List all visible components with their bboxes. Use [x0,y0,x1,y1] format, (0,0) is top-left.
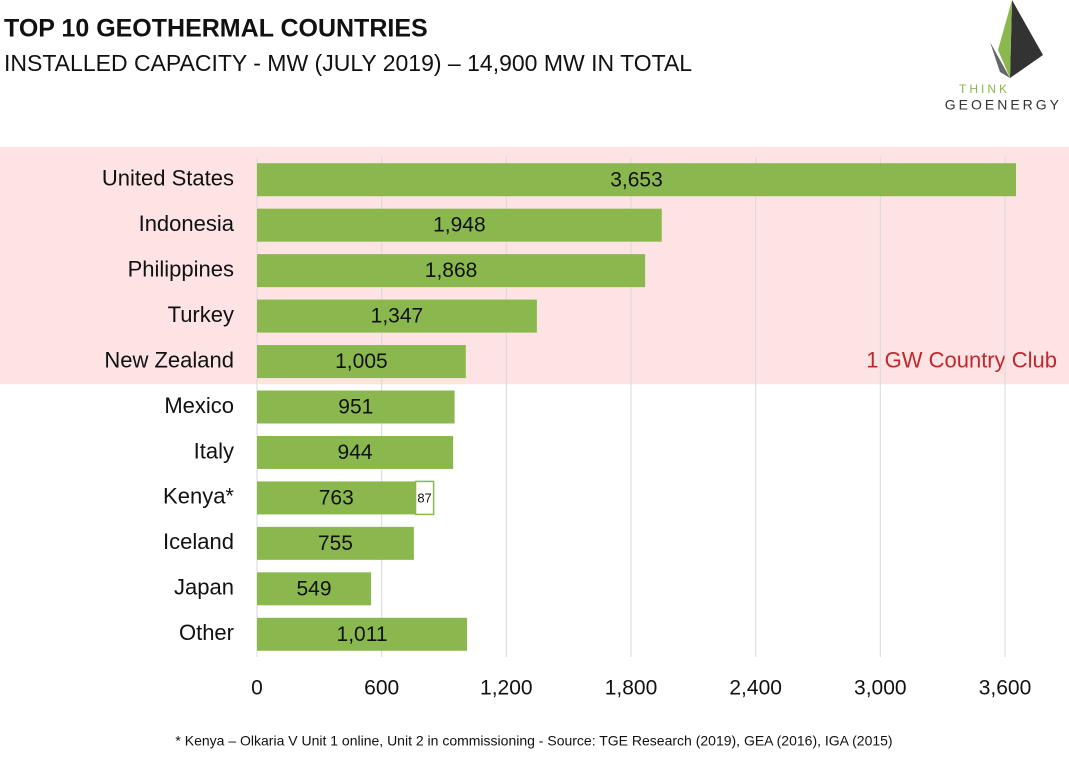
y-tick-label: Other [179,620,234,645]
data-label: 944 [338,441,373,464]
y-tick-label: Indonesia [139,211,235,236]
y-tick-label: Turkey [168,302,234,327]
data-label: 1,948 [433,214,486,237]
y-tick-label: Philippines [128,256,234,281]
annotation: 1 GW Country Club [866,347,1057,372]
y-tick-label: New Zealand [104,347,234,372]
logo-shape [1010,0,1043,78]
x-tick-label: 3,000 [854,677,907,700]
bar [257,617,468,651]
data-label: 1,347 [371,305,424,328]
chart-title: TOP 10 GEOTHERMAL COUNTRIES [4,15,428,43]
bar [257,254,646,288]
data-label: 763 [319,486,354,509]
bar [414,480,435,516]
bar [257,572,372,606]
logo [990,0,1043,78]
bar [257,208,662,242]
y-tick-label: Iceland [163,529,234,554]
x-tick-label: 1,200 [480,677,533,700]
data-label: 87 [417,490,431,505]
bar [257,345,466,379]
data-label: 951 [338,396,373,419]
footnote: * Kenya – Olkaria V Unit 1 online, Unit … [175,733,892,749]
y-tick-label: United States [102,166,234,191]
bar [257,435,454,469]
y-tick-label: Kenya* [163,484,234,509]
data-label: 3,653 [610,168,663,191]
logo-shape [998,0,1012,78]
data-label: 549 [297,577,332,600]
bar [257,526,414,560]
data-label: 755 [318,532,353,555]
logo-text: THINK [959,82,1010,96]
chart-subtitle: INSTALLED CAPACITY - MW (JULY 2019) – 14… [4,50,692,76]
data-label: 1,005 [335,350,388,373]
x-tick-label: 3,600 [979,677,1032,700]
logo-text: GEOENERGY [945,97,1062,113]
bar [257,481,416,515]
x-tick-label: 1,800 [605,677,658,700]
logo-shape [990,42,1010,78]
data-label: 1,011 [337,623,388,646]
y-tick-label: Italy [194,438,234,463]
bar [257,390,455,424]
y-tick-label: Japan [174,575,234,600]
bar [257,163,1017,197]
x-tick-label: 2,400 [729,677,782,700]
bar [257,299,537,333]
x-tick-label: 0 [251,677,263,700]
y-tick-label: Mexico [164,393,234,418]
data-label: 1,868 [425,259,478,282]
x-tick-label: 600 [364,677,399,700]
